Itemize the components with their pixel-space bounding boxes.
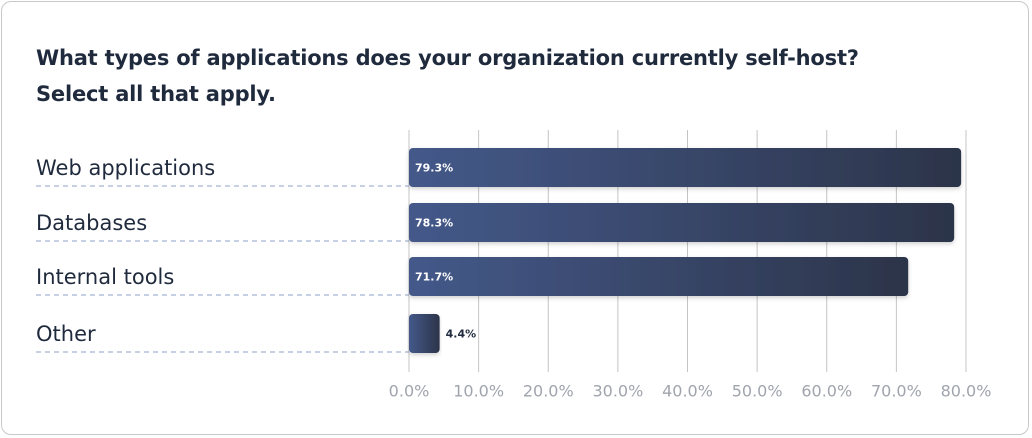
value-label: 78.3%: [415, 217, 453, 230]
x-tick-label: 30.0%: [592, 382, 643, 401]
x-tick-label: 60.0%: [801, 382, 852, 401]
x-tick-label: 40.0%: [662, 382, 713, 401]
x-tick-label: 50.0%: [732, 382, 783, 401]
category-label: Other: [36, 322, 96, 346]
value-label: 71.7%: [415, 271, 453, 284]
category-label: Internal tools: [36, 265, 174, 289]
category-label: Databases: [36, 211, 147, 235]
x-tick-label: 70.0%: [871, 382, 922, 401]
bar: [409, 148, 962, 187]
bar: [409, 314, 440, 353]
x-tick-label: 80.0%: [941, 382, 992, 401]
x-tick-label: 20.0%: [523, 382, 574, 401]
value-label: 79.3%: [415, 162, 453, 175]
category-label: Web applications: [36, 156, 215, 180]
value-label: 4.4%: [446, 328, 477, 341]
bar: [409, 203, 955, 242]
bar: [409, 257, 909, 296]
chart-title: What types of applications does your org…: [36, 46, 859, 106]
x-tick-label: 0.0%: [389, 382, 430, 401]
x-tick-label: 10.0%: [453, 382, 504, 401]
